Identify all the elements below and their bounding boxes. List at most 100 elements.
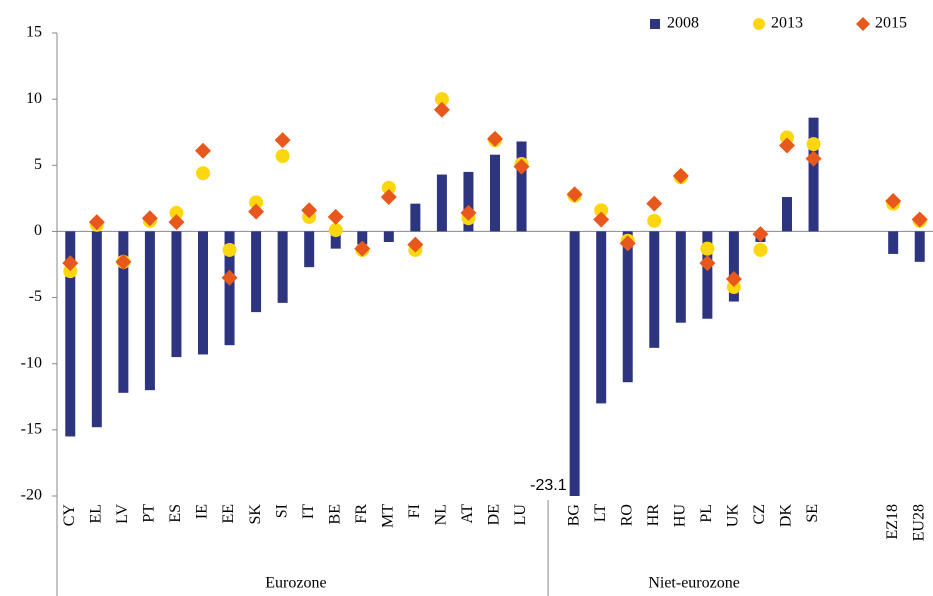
- x-tick-label: ES: [167, 504, 184, 523]
- marker-diamond: [460, 204, 477, 221]
- marker-diamond: [433, 101, 450, 118]
- x-tick-label: PT: [141, 504, 158, 523]
- bar: [728, 231, 739, 302]
- marker-diamond: [487, 130, 503, 147]
- y-tick-label: -20: [21, 487, 42, 504]
- bar: [304, 231, 315, 268]
- marker-diamond: [805, 150, 822, 167]
- y-tick-label: -5: [29, 288, 42, 305]
- marker-diamond: [885, 193, 902, 210]
- plot-area: [65, 117, 925, 496]
- bar: [490, 154, 500, 232]
- x-tick-label: EU28: [910, 504, 927, 541]
- marker-circle: [222, 242, 237, 257]
- y-tick-label: -10: [21, 354, 42, 371]
- marker-diamond: [725, 271, 742, 288]
- marker-diamond: [115, 253, 132, 270]
- bar: [91, 231, 102, 428]
- legend-label: 2015: [875, 15, 907, 32]
- x-tick-label: PL: [698, 504, 715, 523]
- bar: [782, 197, 792, 232]
- marker-diamond: [513, 158, 530, 175]
- x-tick-label: LT: [592, 504, 609, 522]
- y-tick-label: -15: [21, 421, 42, 438]
- bar: [198, 231, 208, 355]
- bar: [251, 231, 262, 313]
- bar: [436, 174, 447, 232]
- bar: [171, 231, 182, 358]
- legend-swatch: [650, 19, 660, 29]
- marker-diamond: [752, 226, 769, 243]
- marker-diamond: [646, 195, 663, 212]
- x-tick-label: UK: [725, 504, 742, 528]
- bar: [888, 231, 899, 254]
- marker-diamond: [593, 211, 610, 228]
- x-tick-label: LV: [114, 504, 131, 524]
- legend-label: 2013: [771, 15, 803, 32]
- bar: [808, 117, 819, 232]
- marker-diamond: [380, 189, 397, 206]
- value-label: -23.1: [530, 477, 567, 494]
- marker-diamond: [354, 240, 371, 257]
- marker-circle: [381, 180, 396, 195]
- x-tick-label: FI: [406, 504, 423, 518]
- bar: [914, 231, 925, 262]
- bar: [65, 231, 76, 437]
- legend-swatch: [856, 17, 870, 31]
- marker-diamond: [195, 142, 211, 159]
- bar: [330, 231, 341, 249]
- x-tick-label: HR: [645, 504, 662, 527]
- x-tick-label: SI: [273, 504, 290, 518]
- bar: [516, 141, 527, 232]
- x-tick-label: EE: [220, 504, 237, 524]
- marker-diamond: [221, 269, 238, 286]
- bar: [224, 231, 235, 346]
- y-tick-label: 10: [26, 90, 42, 107]
- marker-diamond: [248, 203, 265, 220]
- marker-circle: [434, 92, 449, 107]
- marker-diamond: [141, 210, 158, 227]
- x-tick-label: RO: [618, 504, 635, 526]
- marker-circle: [328, 223, 343, 238]
- y-tick-label: 15: [26, 24, 42, 41]
- marker-circle: [275, 149, 290, 164]
- bar: [410, 203, 421, 232]
- marker-diamond: [88, 214, 105, 231]
- bar: [596, 231, 607, 404]
- marker-circle: [169, 205, 184, 220]
- bar: [649, 231, 660, 348]
- bar: [383, 231, 394, 243]
- x-tick-label: EZ18: [884, 504, 901, 540]
- marker-diamond: [619, 235, 636, 252]
- bar: [463, 171, 474, 232]
- x-tick-label: FR: [353, 504, 370, 524]
- marker-diamond: [168, 214, 185, 231]
- marker-diamond: [301, 202, 318, 219]
- x-tick-label: HU: [671, 504, 688, 528]
- marker-diamond: [407, 236, 424, 253]
- y-tick-label: 0: [34, 222, 42, 239]
- x-tick-label: SE: [804, 504, 821, 523]
- x-tick-label: CY: [61, 504, 78, 527]
- x-tick-label: EL: [87, 504, 104, 524]
- bar: [357, 231, 368, 245]
- x-tick-label: AT: [459, 504, 476, 524]
- bar: [118, 231, 129, 393]
- group-label: Niet-eurozone: [648, 575, 740, 592]
- x-tick-label: CZ: [751, 504, 768, 524]
- marker-circle: [647, 213, 662, 228]
- x-tick-label: IT: [300, 504, 317, 519]
- marker-diamond: [274, 132, 291, 149]
- marker-diamond: [672, 167, 689, 184]
- marker-circle: [196, 166, 210, 181]
- x-tick-label: SK: [247, 504, 264, 525]
- x-tick-label: DK: [778, 504, 795, 528]
- marker-diamond: [327, 208, 344, 225]
- marker-diamond: [566, 186, 583, 203]
- legend-label: 2008: [667, 15, 699, 32]
- marker-diamond: [62, 255, 79, 272]
- marker-circle: [594, 203, 609, 218]
- marker-diamond: [699, 255, 716, 272]
- x-tick-label: BG: [565, 504, 582, 527]
